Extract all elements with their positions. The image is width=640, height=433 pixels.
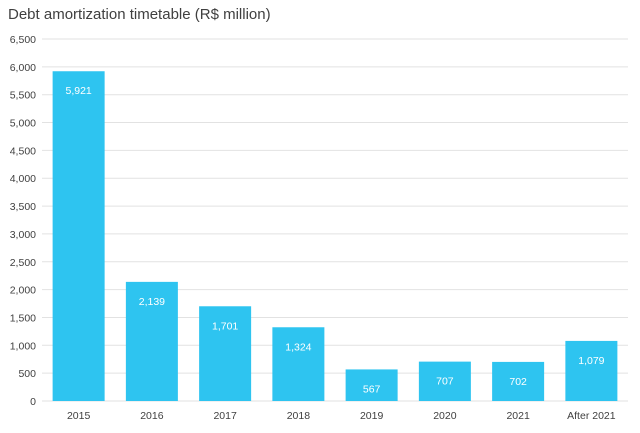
y-tick-label: 500: [18, 368, 36, 380]
x-tick-label: 2021: [506, 410, 530, 422]
chart-title: Debt amortization timetable (R$ million): [8, 6, 271, 23]
bar-2017: [199, 306, 252, 401]
bar-value-label: 1,701: [212, 320, 238, 332]
x-tick-label: 2017: [213, 410, 237, 422]
bar-2018: [272, 327, 325, 401]
x-tick-label: 2016: [140, 410, 164, 422]
y-tick-label: 6,500: [10, 34, 36, 46]
bar-2020: [418, 361, 471, 401]
bars: [52, 71, 618, 401]
y-tick-label: 6,000: [10, 62, 36, 74]
x-tick-label: After 2021: [567, 410, 616, 422]
y-tick-label: 1,000: [10, 340, 36, 352]
y-axis-ticks: 0 500 1,000 1,500 2,000 2,500 3,000 3,500 4,000 4…: [10, 34, 36, 408]
bar-value-label: 707: [436, 376, 454, 388]
y-tick-label: 0: [30, 396, 36, 408]
x-axis-ticks: 2015 2016 2017 2018 2019 2020 2021 After 2021: [67, 410, 616, 422]
y-tick-label: 2,500: [10, 257, 36, 269]
bar-value-label: 567: [363, 383, 381, 395]
y-tick-label: 3,500: [10, 201, 36, 213]
y-tick-label: 2,000: [10, 285, 36, 297]
y-tick-label: 5,000: [10, 118, 36, 130]
gridlines: [42, 38, 628, 402]
x-tick-label: 2015: [67, 410, 91, 422]
x-tick-label: 2018: [287, 410, 311, 422]
bar-2021: [492, 361, 545, 401]
bar-2016: [125, 281, 178, 401]
y-tick-label: 3,000: [10, 229, 36, 241]
bar-value-label: 702: [509, 376, 527, 388]
bar-2019: [345, 369, 398, 401]
bar-value-label: 1,324: [285, 341, 311, 353]
bar-value-label: 5,921: [65, 85, 91, 97]
bar-value-label: 1,079: [578, 355, 604, 367]
y-tick-label: 1,500: [10, 312, 36, 324]
bar-after-2021: [565, 340, 618, 401]
y-tick-label: 4,500: [10, 145, 36, 157]
x-tick-label: 2020: [433, 410, 457, 422]
y-tick-label: 4,000: [10, 173, 36, 185]
x-tick-label: 2019: [360, 410, 384, 422]
bar-value-labels: 5,921 2,139 1,701 1,324 567 707 702 1,079: [65, 85, 604, 395]
bar-2015: [52, 71, 105, 401]
bar-value-label: 2,139: [139, 296, 165, 308]
y-tick-label: 5,500: [10, 90, 36, 102]
